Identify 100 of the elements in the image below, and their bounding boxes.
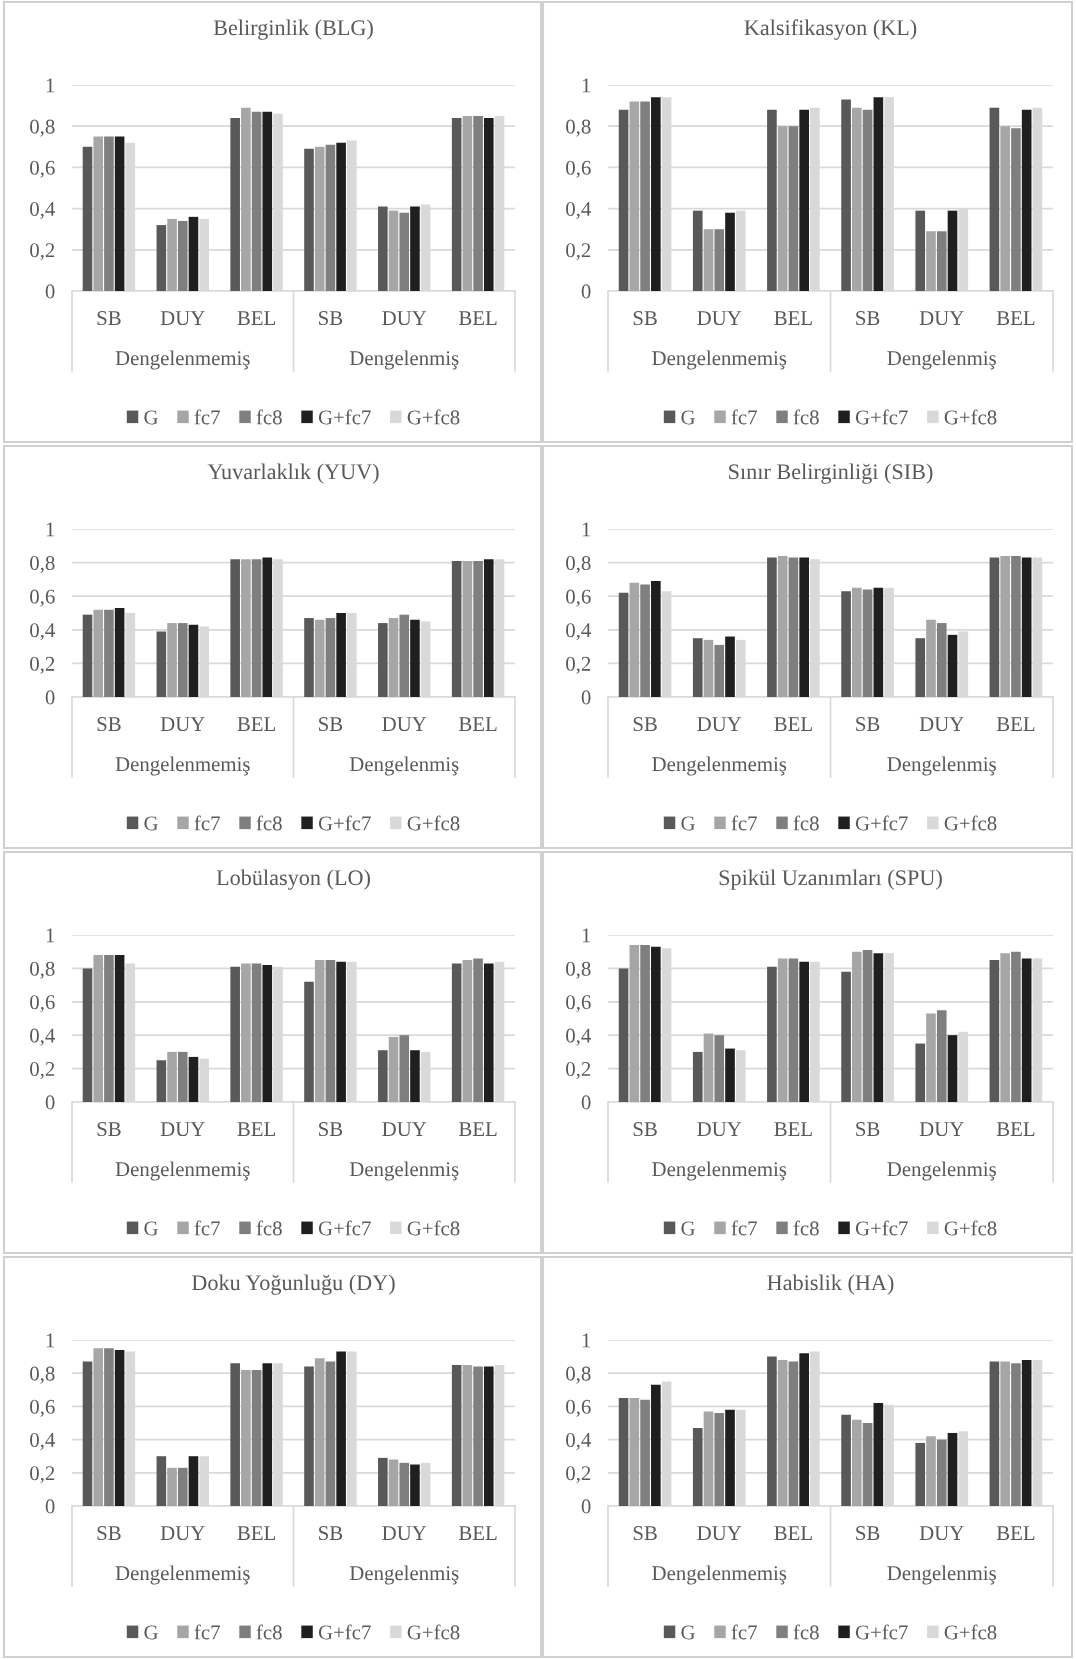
bar — [399, 1035, 410, 1102]
bar — [841, 591, 851, 697]
bar — [336, 142, 346, 291]
bar — [156, 1456, 167, 1506]
bar — [692, 1051, 703, 1102]
bar — [388, 1459, 399, 1506]
chart-title: Yuvarlaklık (YUV) — [207, 463, 379, 484]
bar — [82, 1361, 93, 1506]
bar — [915, 1442, 926, 1506]
bar — [93, 955, 104, 1102]
bar — [188, 1456, 199, 1506]
x-tick-label: BEL — [996, 1122, 1035, 1136]
x-tick-label: SB — [633, 1122, 657, 1137]
bar — [862, 1423, 873, 1506]
legend-label: fc7 — [731, 409, 757, 425]
text: Dengelenmemiş — [115, 756, 250, 776]
bar — [473, 1366, 483, 1506]
bar — [703, 639, 714, 697]
legend-label: G — [681, 410, 695, 425]
bar — [230, 966, 240, 1102]
y-tick-label: 0,2 — [30, 656, 55, 674]
legend-label: G — [144, 816, 158, 831]
bar — [473, 560, 483, 697]
bar — [93, 1348, 104, 1506]
text: Dengelenmemiş — [115, 1161, 250, 1181]
x-tick-label: BEL — [237, 1526, 276, 1540]
bar — [651, 97, 661, 291]
legend-label: G+fc7 — [318, 409, 371, 425]
bar — [841, 971, 851, 1102]
bar — [640, 1399, 650, 1506]
bar — [251, 1369, 262, 1506]
bar — [378, 1457, 388, 1506]
legend-label: G — [144, 1625, 158, 1640]
bar — [378, 206, 388, 291]
bar — [640, 945, 650, 1102]
legend-label: G — [144, 1221, 158, 1236]
bar — [841, 1414, 851, 1506]
legend-label: G+fc8 — [407, 1220, 460, 1236]
bar — [725, 636, 735, 697]
legend-label: fc8 — [256, 1624, 282, 1640]
bar — [799, 109, 809, 291]
bar — [873, 97, 884, 291]
bar — [1021, 1359, 1032, 1506]
y-tick-label: 0 — [45, 1499, 55, 1514]
bar — [703, 1411, 714, 1506]
x-tick-label: SB — [319, 1122, 343, 1137]
bar — [336, 1351, 346, 1506]
bar — [325, 960, 336, 1102]
bar — [651, 1384, 661, 1506]
y-tick-label: 0,8 — [566, 961, 591, 979]
bar — [777, 958, 788, 1102]
x-tick-label: DUY — [160, 311, 205, 326]
x-tick-label: DUY — [697, 1122, 742, 1137]
bar — [388, 210, 399, 291]
legend-label: fc7 — [731, 1624, 757, 1640]
y-tick-label: 1 — [46, 78, 55, 93]
x-tick-label: DUY — [919, 717, 964, 732]
y-tick-label: 0,6 — [30, 995, 55, 1013]
bar — [230, 117, 240, 291]
legend-label: G — [681, 1221, 695, 1236]
bar — [989, 557, 1000, 697]
y-tick-label: 0,4 — [566, 1432, 592, 1451]
bar — [325, 1361, 336, 1506]
text: Dengelenmiş — [887, 350, 996, 370]
x-tick-label: BEL — [774, 717, 812, 731]
bar — [862, 950, 873, 1102]
bar — [1021, 109, 1032, 291]
x-tick-label: BEL — [237, 717, 276, 731]
bar — [188, 216, 199, 291]
x-tick-label: DUY — [697, 1526, 742, 1541]
text: Dengelenmemiş — [652, 1565, 787, 1585]
bar — [410, 619, 420, 697]
bar — [304, 618, 314, 697]
bar — [451, 1364, 462, 1506]
bar — [104, 1348, 114, 1506]
y-tick-label: 0 — [581, 284, 591, 299]
bar — [104, 955, 114, 1102]
legend-label: fc8 — [256, 815, 282, 831]
bar — [862, 589, 873, 697]
bar — [873, 587, 884, 697]
bar — [410, 206, 420, 291]
bar — [251, 559, 262, 697]
y-tick-label: 1 — [46, 1333, 55, 1348]
legend-label: fc7 — [194, 1624, 220, 1640]
legend-label: fc7 — [731, 1220, 757, 1236]
legend-label: G+fc8 — [944, 1624, 997, 1640]
bar — [167, 218, 177, 291]
bar — [936, 231, 947, 291]
x-tick-label: SB — [633, 1526, 657, 1541]
bar — [873, 1403, 884, 1506]
bar — [177, 1467, 188, 1506]
bar — [399, 1462, 410, 1506]
bar — [167, 1051, 177, 1102]
x-tick-label: BEL — [237, 1122, 276, 1136]
y-tick-label: 0,4 — [566, 1028, 592, 1046]
bar — [314, 1358, 325, 1506]
bar — [852, 1419, 862, 1506]
text: Dengelenmiş — [349, 1161, 459, 1181]
bar — [629, 1398, 640, 1506]
text: Dengelenmiş — [887, 756, 996, 776]
